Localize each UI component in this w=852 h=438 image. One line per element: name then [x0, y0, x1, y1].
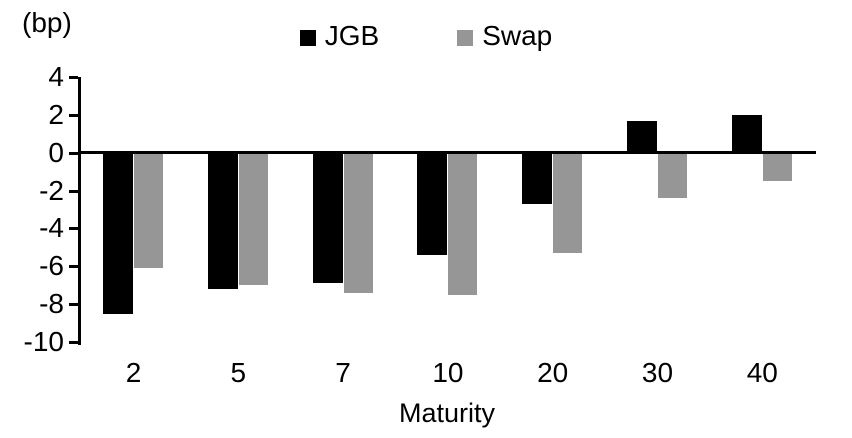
bar-swap-2 [134, 152, 163, 269]
x-category-label: 20 [537, 357, 569, 388]
x-category-label: 40 [746, 357, 778, 388]
x-category-label: 30 [641, 357, 674, 388]
y-axis-tick [69, 151, 78, 155]
legend: JGB Swap [0, 20, 852, 52]
bar-jgb-2 [103, 152, 133, 314]
bar-swap-7 [343, 152, 373, 293]
y-axis-line [78, 77, 81, 345]
y-axis-tick-label: -6 [39, 250, 64, 282]
y-axis-tick [69, 76, 78, 79]
x-category-label: 10 [432, 357, 464, 388]
y-axis-tick [69, 113, 78, 117]
bar-swap-30 [658, 152, 687, 199]
y-axis-tick-label: -2 [39, 174, 64, 206]
x-axis-title: Maturity [398, 398, 496, 428]
y-axis-tick [69, 189, 78, 193]
y-axis-tick-label: 2 [48, 98, 64, 130]
y-axis-tick [69, 341, 78, 344]
y-axis-unit-label: (bp) [22, 7, 72, 38]
y-axis-tick-label: -8 [39, 288, 64, 320]
y-axis-tick [69, 303, 78, 307]
bar-swap-20 [553, 152, 583, 254]
bar-jgb-40 [731, 114, 762, 153]
legend-item-jgb: JGB [299, 20, 380, 52]
bar-jgb-7 [312, 152, 343, 284]
x-category-label: 5 [230, 357, 247, 388]
legend-label-jgb: JGB [324, 20, 380, 51]
y-axis-tick-label: 4 [48, 61, 64, 92]
bar-jgb-20 [522, 152, 553, 204]
y-axis-tick-label: -4 [39, 212, 64, 244]
y-axis-tick [69, 227, 78, 231]
y-axis-tick-label: 0 [48, 136, 64, 168]
bar-swap-40 [762, 152, 792, 182]
bar-swap-10 [448, 152, 478, 295]
swap-series-swatch-icon [457, 29, 474, 46]
bar-jgb-5 [207, 152, 238, 289]
y-axis-tick-label: -10 [23, 326, 64, 357]
x-category-label: 2 [125, 357, 142, 388]
jgb-series-swatch-icon [299, 29, 316, 46]
legend-item-swap: Swap [457, 20, 552, 52]
bar-jgb-10 [417, 152, 448, 255]
bar-jgb-30 [627, 120, 657, 153]
legend-label-swap: Swap [482, 20, 553, 51]
zero-baseline [78, 151, 816, 155]
y-axis-tick [69, 265, 78, 269]
x-category-label: 7 [335, 357, 351, 388]
bar-swap-5 [238, 152, 268, 286]
